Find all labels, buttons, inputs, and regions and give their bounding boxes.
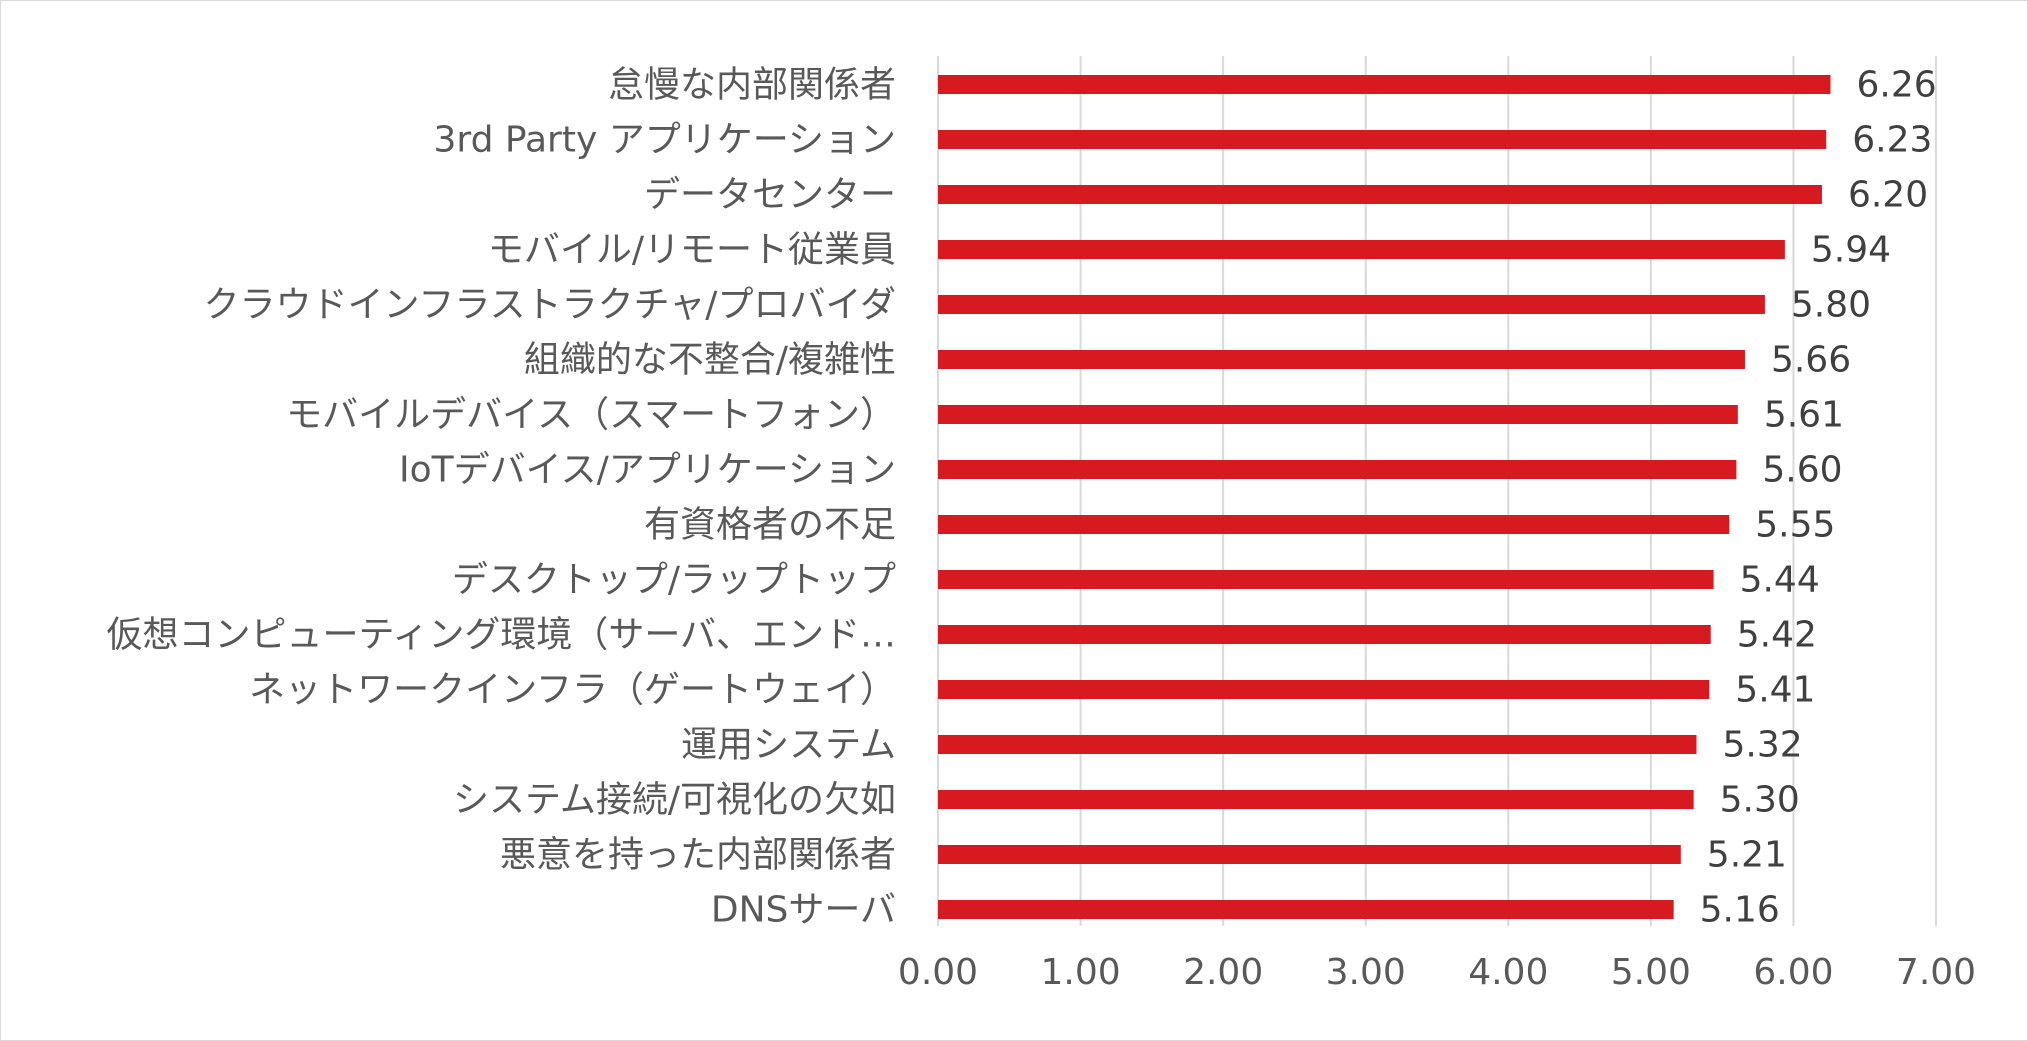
bar bbox=[938, 845, 1681, 864]
bar bbox=[938, 680, 1710, 699]
category-label: モバイルデバイス（スマートフォン） bbox=[286, 395, 896, 436]
category-label: 3rd Party アプリケーション bbox=[434, 120, 896, 161]
value-label: 5.32 bbox=[1722, 725, 1802, 766]
bar bbox=[938, 515, 1730, 534]
bar-layer bbox=[938, 75, 1831, 919]
bar bbox=[938, 350, 1745, 369]
bar bbox=[938, 185, 1822, 204]
x-tick-label: 3.00 bbox=[1326, 952, 1406, 993]
label-layer: 怠慢な内部関係者 6.26 3rd Party アプリケーション 6.23 データセンタ… bbox=[107, 65, 1937, 931]
value-label: 5.21 bbox=[1707, 835, 1787, 876]
category-label: モバイル/リモート従業員 bbox=[488, 230, 896, 271]
category-label: 組織的な不整合/複雑性 bbox=[524, 340, 896, 381]
category-label: システム接続/可視化の欠如 bbox=[453, 780, 896, 821]
category-label: 悪意を持った内部関係者 bbox=[500, 835, 896, 876]
x-tick-label: 4.00 bbox=[1468, 952, 1548, 993]
category-label: 有資格者の不足 bbox=[644, 505, 896, 546]
bar bbox=[938, 625, 1711, 644]
value-label: 6.23 bbox=[1852, 120, 1932, 161]
value-label: 5.61 bbox=[1764, 395, 1844, 436]
bar bbox=[938, 75, 1831, 94]
bar bbox=[938, 130, 1827, 149]
category-label: IoTデバイス/アプリケーション bbox=[399, 450, 896, 491]
bar bbox=[938, 570, 1714, 589]
value-label: 5.66 bbox=[1771, 340, 1851, 381]
category-label: ネットワークインフラ（ゲートウェイ） bbox=[249, 670, 896, 711]
bar bbox=[938, 240, 1785, 259]
value-label: 5.16 bbox=[1700, 890, 1780, 931]
category-label: 怠慢な内部関係者 bbox=[608, 65, 896, 106]
value-label: 5.41 bbox=[1735, 670, 1815, 711]
value-label: 5.30 bbox=[1720, 780, 1800, 821]
value-label: 5.42 bbox=[1737, 615, 1817, 656]
x-tick-label: 0.00 bbox=[898, 952, 978, 993]
x-tick-label: 5.00 bbox=[1611, 952, 1691, 993]
x-tick-label: 1.00 bbox=[1040, 952, 1120, 993]
tick-layer: 0.00 1.00 2.00 3.00 4.00 5.00 6.00 7.00 bbox=[898, 952, 1976, 993]
bar bbox=[938, 790, 1694, 809]
bar bbox=[938, 900, 1674, 919]
bar bbox=[938, 460, 1737, 479]
category-label: デスクトップ/ラップトップ bbox=[452, 560, 896, 601]
x-tick-label: 6.00 bbox=[1753, 952, 1833, 993]
value-label: 6.26 bbox=[1856, 65, 1936, 106]
x-tick-label: 2.00 bbox=[1183, 952, 1263, 993]
value-label: 5.44 bbox=[1740, 560, 1820, 601]
value-label: 5.80 bbox=[1791, 285, 1871, 326]
bar bbox=[938, 735, 1697, 754]
category-label: DNSサーバ bbox=[711, 890, 896, 931]
value-label: 5.55 bbox=[1755, 505, 1835, 546]
value-label: 5.94 bbox=[1811, 230, 1891, 271]
x-tick-label: 7.00 bbox=[1896, 952, 1976, 993]
category-label: データセンター bbox=[644, 175, 896, 216]
category-label: 仮想コンピューティング環境（サーバ、エンド… bbox=[107, 615, 896, 656]
value-label: 5.60 bbox=[1762, 450, 1842, 491]
category-label: クラウドインフラストラクチャ/プロバイダ bbox=[203, 285, 896, 326]
category-label: 運用システム bbox=[681, 725, 896, 766]
bar bbox=[938, 295, 1765, 314]
value-label: 6.20 bbox=[1848, 175, 1928, 216]
bar bbox=[938, 405, 1738, 424]
